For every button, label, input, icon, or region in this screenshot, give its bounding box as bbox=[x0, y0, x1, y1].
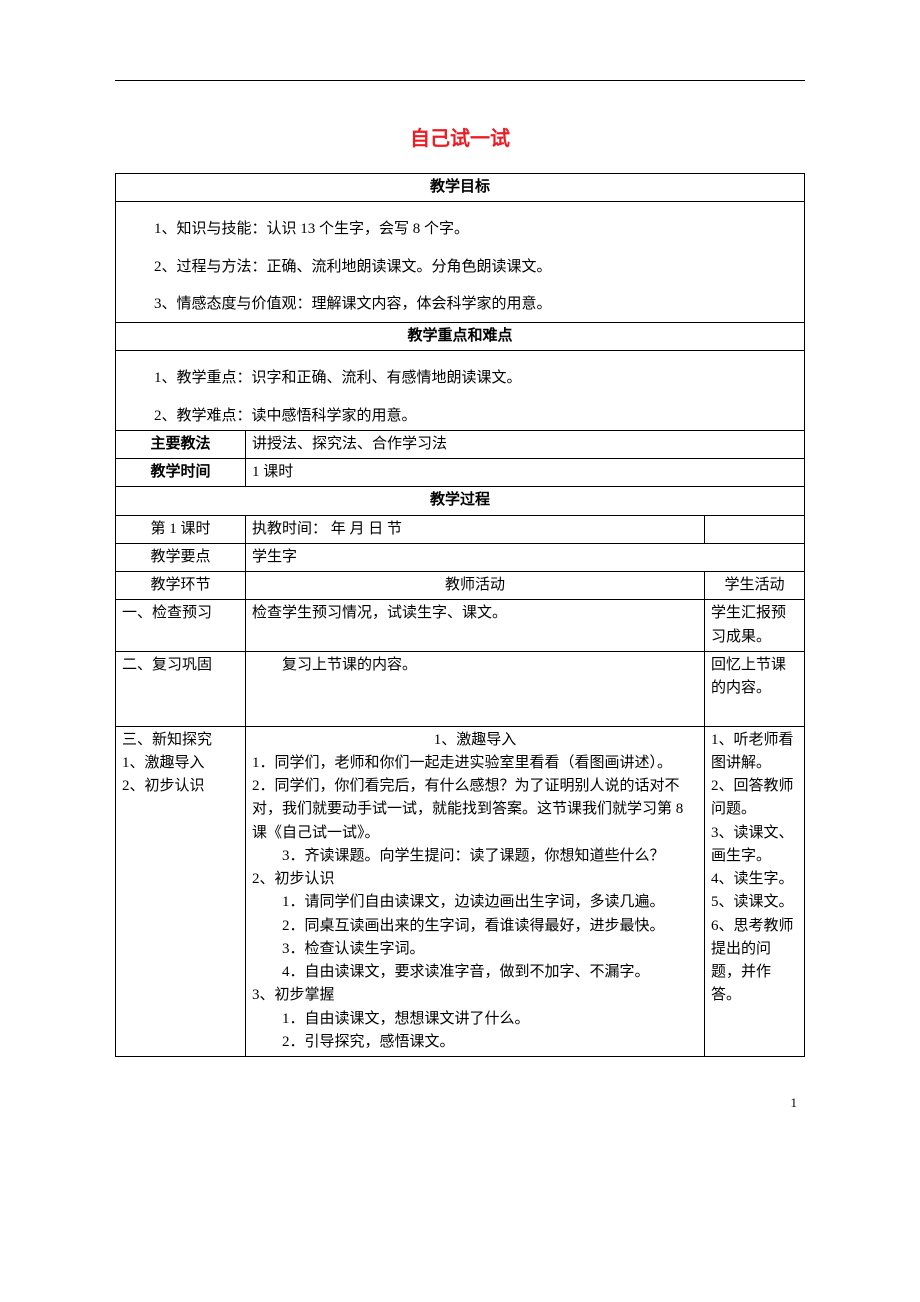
table-row: 教学过程 bbox=[116, 487, 805, 515]
teacher-activity: 复习上节课的内容。 bbox=[246, 651, 705, 726]
student-line: 2、回答教师问题。 bbox=[711, 775, 798, 822]
teacher-line: 3．检查认读生字词。 bbox=[252, 938, 698, 961]
teacher-line: 1．请同学们自由读课文，边读边画出生字词，多读几遍。 bbox=[252, 891, 698, 914]
time-label: 教学时间 bbox=[116, 459, 246, 487]
table-row: 教学目标 bbox=[116, 174, 805, 202]
table-row: 二、复习巩固 复习上节课的内容。 回忆上节课的内容。 bbox=[116, 651, 805, 726]
method-value: 讲授法、探究法、合作学习法 bbox=[246, 430, 805, 458]
student-activity: 1、听老师看图讲解。2、回答教师问题。 3、读课文、画生字。4、读生字。5、读课… bbox=[704, 726, 804, 1057]
lesson-plan-table: 教学目标 1、知识与技能：认识 13 个生字，会写 8 个字。 2、过程与方法：… bbox=[115, 173, 805, 1057]
table-row: 1、教学重点：识字和正确、流利、有感情地朗读课文。 2、教学难点：读中感悟科学家… bbox=[116, 351, 805, 431]
lesson-label: 第 1 课时 bbox=[116, 515, 246, 543]
top-divider bbox=[115, 80, 805, 81]
lesson-value: 执教时间： 年 月 日 节 bbox=[246, 515, 705, 543]
teacher-line: 2、初步认识 bbox=[252, 868, 698, 891]
student-activity: 学生汇报预习成果。 bbox=[704, 600, 804, 652]
stage-line: 三、新知探究 bbox=[122, 729, 239, 752]
teacher-line: 1．自由读课文，想想课文讲了什么。 bbox=[252, 1008, 698, 1031]
stage-line: 2、初步认识 bbox=[122, 775, 239, 798]
spacer-line bbox=[122, 700, 239, 723]
student-line: 6、思考教师提出的问题，并作答。 bbox=[711, 915, 798, 1008]
table-row: 主要教法 讲授法、探究法、合作学习法 bbox=[116, 430, 805, 458]
keypoint-item: 1、教学重点：识字和正确、流利、有感情地朗读课文。 bbox=[124, 367, 796, 390]
keypoints-header: 教学重点和难点 bbox=[116, 323, 805, 351]
method-label: 主要教法 bbox=[116, 430, 246, 458]
stage-label: 三、新知探究 1、激趣导入 2、初步认识 bbox=[116, 726, 246, 1057]
teacher-line: 4．自由读课文，要求读准字音，做到不加字、不漏字。 bbox=[252, 961, 698, 984]
teacher-line: 3．齐读课题。向学生提问：读了课题，你想知道些什么？ bbox=[252, 845, 698, 868]
teacher-line: 复习上节课的内容。 bbox=[252, 654, 698, 677]
stage-label: 一、检查预习 bbox=[116, 600, 246, 652]
table-row: 一、检查预习 检查学生预习情况，试读生字、课文。 学生汇报预习成果。 bbox=[116, 600, 805, 652]
teacher-line: 3、初步掌握 bbox=[252, 984, 698, 1007]
stage-header: 教学环节 bbox=[116, 572, 246, 600]
teacher-line: 1．同学们，老师和你们一起走进实验室里看看（看图画讲述）。 bbox=[252, 752, 698, 775]
keypoint-item: 2、教学难点：读中感悟科学家的用意。 bbox=[124, 405, 796, 428]
table-row: 教学时间 1 课时 bbox=[116, 459, 805, 487]
goal-item: 3、情感态度与价值观：理解课文内容，体会科学家的用意。 bbox=[124, 293, 796, 316]
stage-label: 二、复习巩固 bbox=[116, 651, 246, 726]
stage-line: 1、激趣导入 bbox=[122, 752, 239, 775]
stage-text: 二、复习巩固 bbox=[122, 654, 239, 677]
table-row: 教学要点 学生字 bbox=[116, 543, 805, 571]
student-activity: 回忆上节课的内容。 bbox=[704, 651, 804, 726]
teacher-line: 2．同桌互读画出来的生字词，看谁读得最好，进步最快。 bbox=[252, 915, 698, 938]
student-line: 3、读课文、画生字。 bbox=[711, 822, 798, 869]
keypoints-content: 1、教学重点：识字和正确、流利、有感情地朗读课文。 2、教学难点：读中感悟科学家… bbox=[116, 351, 805, 431]
goal-item: 1、知识与技能：认识 13 个生字，会写 8 个字。 bbox=[124, 218, 796, 241]
lesson-empty bbox=[704, 515, 804, 543]
teacher-activity: 检查学生预习情况，试读生字、课文。 bbox=[246, 600, 705, 652]
table-row: 第 1 课时 执教时间： 年 月 日 节 bbox=[116, 515, 805, 543]
time-value: 1 课时 bbox=[246, 459, 805, 487]
goal-item: 2、过程与方法：正确、流利地朗读课文。分角色朗读课文。 bbox=[124, 256, 796, 279]
table-row: 1、知识与技能：认识 13 个生字，会写 8 个字。 2、过程与方法：正确、流利… bbox=[116, 202, 805, 323]
student-line: 4、读生字。 bbox=[711, 868, 798, 891]
table-row: 教学重点和难点 bbox=[116, 323, 805, 351]
focus-label: 教学要点 bbox=[116, 543, 246, 571]
table-row: 教学环节 教师活动 学生活动 bbox=[116, 572, 805, 600]
goals-content: 1、知识与技能：认识 13 个生字，会写 8 个字。 2、过程与方法：正确、流利… bbox=[116, 202, 805, 323]
teacher-line: 2．引导探究，感悟课文。 bbox=[252, 1031, 698, 1054]
process-header: 教学过程 bbox=[116, 487, 805, 515]
student-header: 学生活动 bbox=[704, 572, 804, 600]
goals-header: 教学目标 bbox=[116, 174, 805, 202]
focus-value: 学生字 bbox=[246, 543, 805, 571]
page-number: 1 bbox=[115, 1093, 805, 1114]
teacher-activity: 1、激趣导入1．同学们，老师和你们一起走进实验室里看看（看图画讲述）。2．同学们… bbox=[246, 726, 705, 1057]
student-line: 1、听老师看图讲解。 bbox=[711, 729, 798, 776]
table-row: 三、新知探究 1、激趣导入 2、初步认识 1、激趣导入1．同学们，老师和你们一起… bbox=[116, 726, 805, 1057]
teacher-header: 教师活动 bbox=[246, 572, 705, 600]
spacer-line bbox=[122, 677, 239, 700]
teacher-line: 1、激趣导入 bbox=[252, 729, 698, 752]
document-title: 自己试一试 bbox=[115, 123, 805, 155]
teacher-line: 2．同学们，你们看完后，有什么感想？为了证明别人说的话对不对，我们就要动手试一试… bbox=[252, 775, 698, 845]
student-line: 5、读课文。 bbox=[711, 891, 798, 914]
